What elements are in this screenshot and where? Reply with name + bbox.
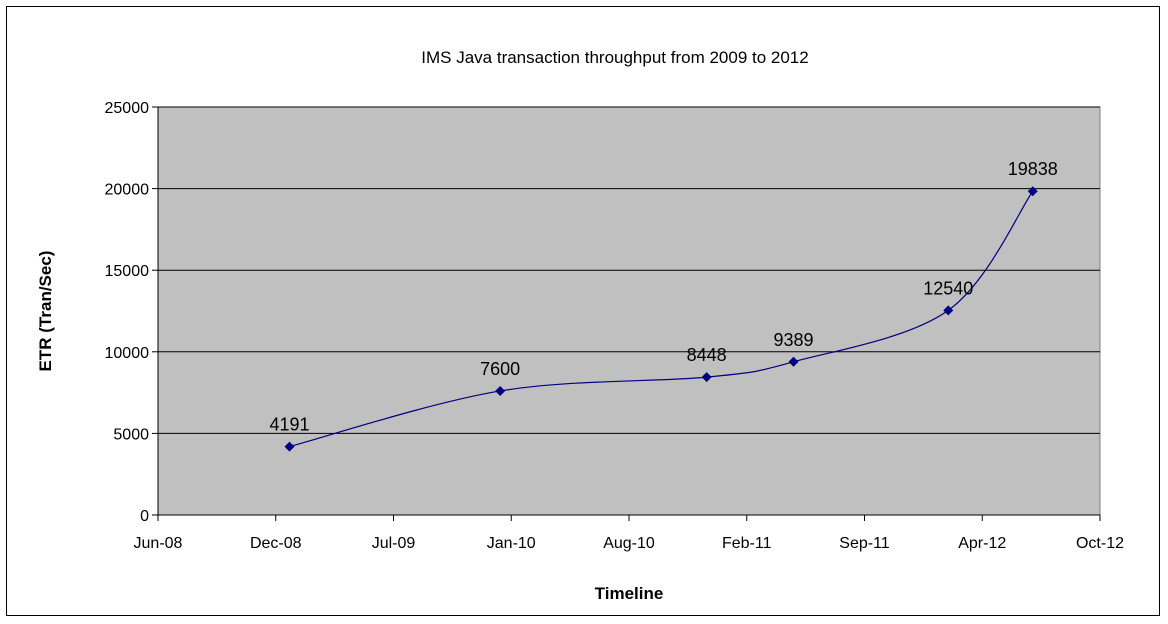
x-tick-label: Feb-11	[722, 535, 772, 552]
data-labels: 4191 7600 8448 9389 12540 19838	[269, 159, 1057, 434]
y-tick-label: 10000	[105, 345, 150, 362]
data-point	[284, 441, 295, 452]
x-tick-label: Apr-12	[958, 535, 1006, 552]
x-tick-label: Oct-12	[1076, 535, 1124, 552]
x-axis-ticks: Jun-08 Dec-08 Jul-09 Jan-10 Aug-10 Feb-11 Sep-…	[134, 515, 1124, 552]
x-tick-label: Jan-10	[487, 535, 536, 552]
x-tick-label: Sep-11	[839, 535, 890, 552]
y-tick-label: 20000	[105, 182, 150, 199]
data-point	[495, 385, 506, 396]
y-axis-label: ETR (Tran/Sec)	[36, 251, 55, 372]
series-line	[289, 190, 1034, 448]
x-axis-label: Timeline	[595, 584, 664, 603]
y-tick-label: 0	[140, 508, 149, 525]
x-tick-label: Aug-10	[603, 535, 655, 552]
y-tick-label: 5000	[113, 426, 149, 443]
plot-area	[157, 106, 1101, 516]
data-label: 7600	[480, 359, 520, 379]
data-point	[788, 356, 799, 367]
data-label: 8448	[687, 345, 727, 365]
data-label: 19838	[1008, 159, 1058, 179]
x-tick-label: Dec-08	[250, 535, 302, 552]
data-markers	[284, 186, 1038, 452]
y-tick-label: 25000	[105, 100, 150, 117]
gridlines	[158, 106, 1100, 434]
y-tick-label: 15000	[105, 263, 150, 280]
data-label: 12540	[923, 278, 973, 298]
x-tick-label: Jun-08	[134, 535, 183, 552]
chart-title: IMS Java transaction throughput from 200…	[421, 48, 808, 67]
data-point	[701, 372, 712, 383]
data-label: 9389	[774, 330, 814, 350]
data-point	[943, 305, 954, 316]
y-axis-ticks: 0 5000 10000 15000 20000 25000	[105, 100, 158, 525]
data-label: 4191	[269, 415, 309, 435]
data-point	[1027, 186, 1038, 197]
x-tick-label: Jul-09	[372, 535, 416, 552]
